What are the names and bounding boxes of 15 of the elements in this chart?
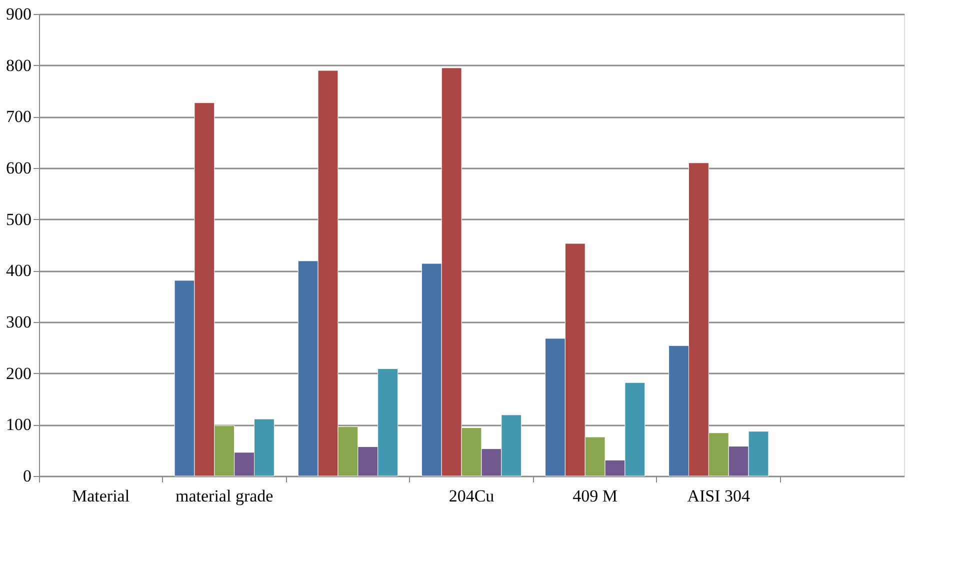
x-tick-label: 204Cu (448, 486, 495, 506)
y-tick-label: 600 (6, 158, 32, 178)
y-tick-label: 0 (23, 466, 32, 486)
y-tick-label: 100 (6, 415, 32, 434)
y-tick-label: 200 (6, 364, 32, 383)
x-tick-label: material grade (176, 486, 274, 506)
x-tick-label: Material (72, 486, 130, 506)
y-tick-label: 300 (6, 312, 32, 332)
x-tick-label: 409 M (572, 486, 618, 506)
y-tick-label: 400 (6, 261, 32, 280)
y-tick-label: 500 (6, 210, 32, 229)
y-tick-label: 700 (6, 107, 32, 126)
y-tick-label: 800 (6, 56, 32, 75)
x-tick-label: AISI 304 (687, 486, 751, 506)
y-tick-label: 900 (6, 4, 32, 24)
